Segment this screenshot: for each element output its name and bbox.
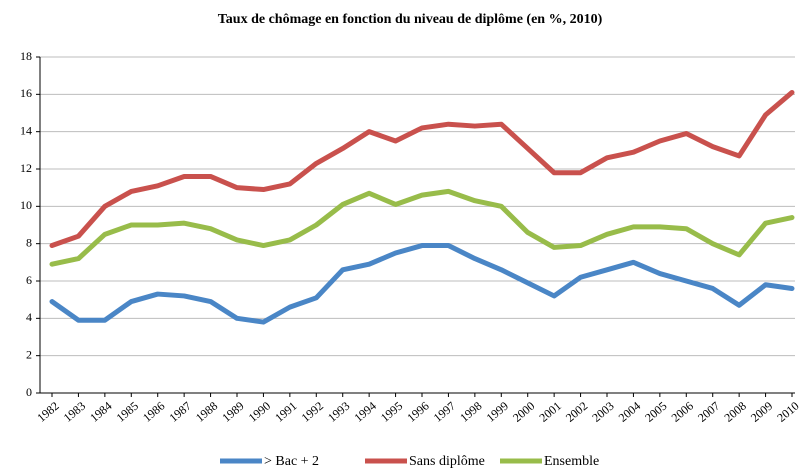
x-tick-label: 1988 [193, 399, 220, 425]
x-tick-label: 1998 [457, 399, 484, 425]
y-tick-label: 12 [20, 161, 32, 175]
x-tick-label: 2005 [642, 399, 669, 425]
x-tick-label: 2008 [721, 399, 748, 425]
x-tick-label: 2002 [563, 399, 590, 425]
x-tick-label: 1990 [246, 399, 273, 425]
x-tick-label: 1999 [484, 399, 511, 425]
x-tick-label: 1993 [325, 399, 352, 425]
x-tick-label: 1991 [272, 399, 299, 425]
x-tick-label: 1996 [404, 399, 431, 425]
x-tick-label: 1986 [140, 399, 167, 425]
y-tick-label: 14 [20, 123, 32, 137]
y-tick-label: 16 [20, 86, 32, 100]
legend-label: Ensemble [544, 454, 599, 469]
x-tick-label: 1982 [34, 399, 61, 425]
y-tick-label: 10 [20, 198, 32, 212]
series-line [49, 89, 795, 249]
y-tick-label: 18 [20, 49, 32, 63]
x-tick-label: 1985 [114, 399, 141, 425]
x-tick-label: 2000 [510, 399, 537, 425]
x-tick-label: 1989 [219, 399, 246, 425]
x-tick-label: 2006 [669, 399, 696, 425]
legend-label: Sans diplôme [409, 454, 485, 469]
x-tick-label: 2007 [695, 399, 722, 425]
x-tick-label: 1984 [87, 399, 114, 425]
x-tick-label: 2004 [616, 399, 643, 425]
x-tick-label: 2001 [536, 399, 563, 425]
x-tick-label: 1995 [378, 399, 405, 425]
y-tick-label: 2 [26, 347, 32, 361]
x-tick-label: 1997 [431, 399, 458, 425]
y-tick-label: 8 [26, 235, 32, 249]
x-tick-label: 2010 [774, 399, 800, 425]
series-line [49, 188, 795, 267]
x-tick-label: 1992 [299, 399, 326, 425]
y-tick-label: 0 [26, 385, 32, 399]
series-line [49, 243, 795, 325]
x-tick-label: 2003 [589, 399, 616, 425]
x-tick-label: 1987 [166, 399, 193, 425]
x-tick-label: 1983 [61, 399, 88, 425]
x-tick-label: 2009 [748, 399, 775, 425]
legend-label: > Bac + 2 [264, 454, 319, 469]
y-tick-label: 4 [26, 310, 32, 324]
chart-title: Taux de chômage en fonction du niveau de… [218, 12, 603, 27]
x-tick-label: 1994 [351, 399, 378, 425]
y-tick-label: 6 [26, 273, 32, 287]
